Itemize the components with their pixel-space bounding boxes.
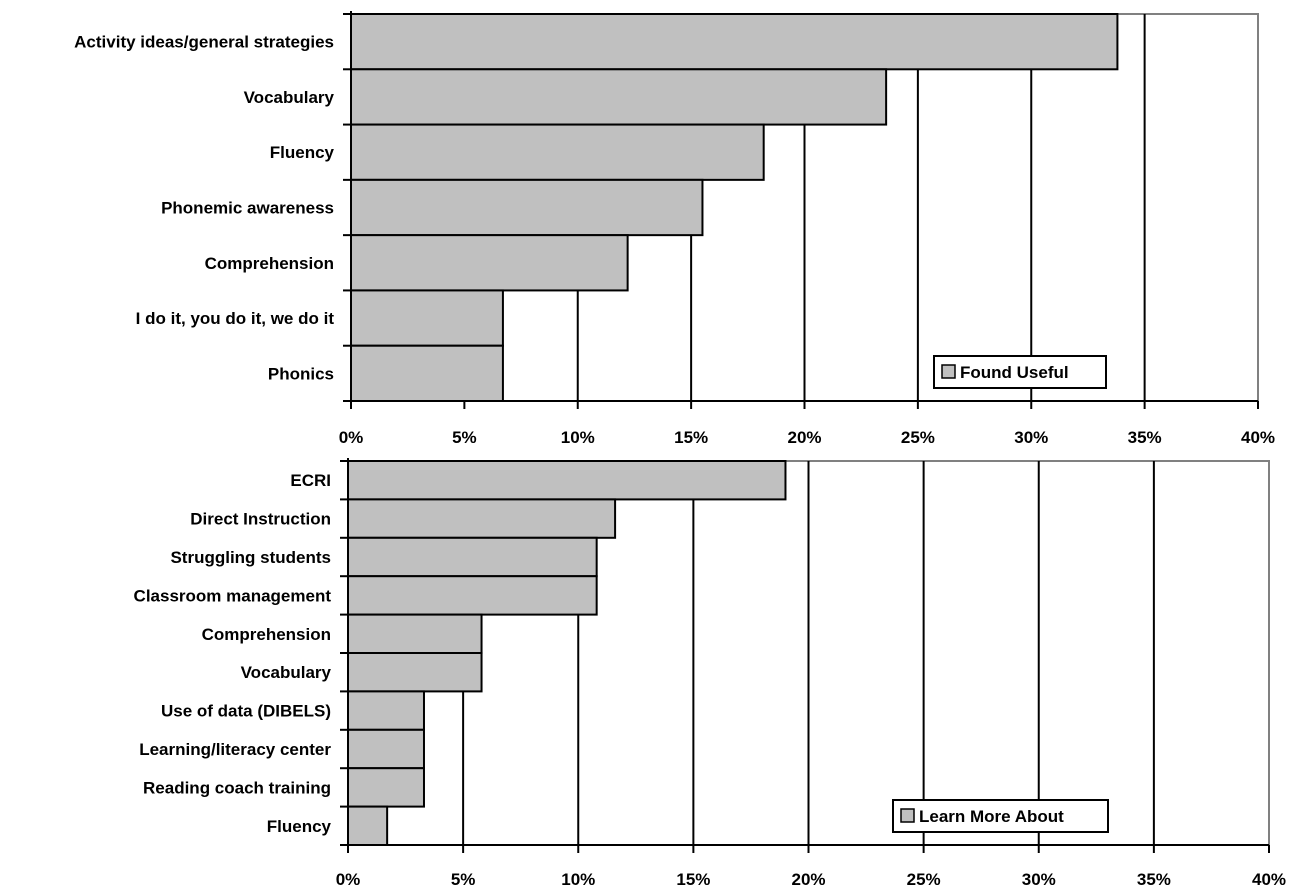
category-label-activity-ideas-general-strategies: Activity ideas/general strategies (74, 33, 334, 52)
x-tick-label: 25% (907, 870, 941, 888)
x-tick-label: 20% (791, 870, 825, 888)
category-label-comprehension: Comprehension (205, 254, 334, 273)
legend-swatch (941, 364, 956, 379)
category-label-phonics: Phonics (268, 364, 334, 383)
bar-learning-literacy-center (347, 728, 425, 770)
category-label-direct-instruction: Direct Instruction (190, 510, 331, 529)
legend-box (892, 799, 1109, 833)
bar-fluency (347, 805, 389, 846)
x-tick-label: 5% (452, 428, 477, 447)
x-tick-label: 35% (1137, 870, 1171, 888)
category-label-comprehension: Comprehension (202, 625, 331, 644)
x-tick-label: 40% (1241, 428, 1275, 447)
category-label-use-of-data-dibels: Use of data (DIBELS) (161, 702, 331, 721)
bar-direct-instruction (347, 498, 617, 539)
x-tick-label: 0% (336, 870, 361, 888)
bar-i-do-it-you-do-it-we-do-it (350, 289, 504, 347)
category-label-i-do-it-you-do-it-we-do-it: I do it, you do it, we do it (136, 309, 335, 328)
bar-use-of-data-dibels (347, 690, 425, 731)
bar-comprehension (350, 234, 629, 292)
x-tick-label: 10% (561, 870, 595, 888)
x-tick-label: 35% (1128, 428, 1162, 447)
category-label-fluency: Fluency (270, 143, 335, 162)
learn-more-about-chart: 0% 5% 10% 15% 20% 25% 30% 35% 40% ECRI Direct Inst… (134, 458, 1286, 888)
x-tick-label: 40% (1252, 870, 1286, 888)
found-useful-chart: 0% 5% 10% 15% 20% 25% 30% 35% 40% Activity ideas/… (74, 11, 1275, 447)
bar-vocabulary (350, 68, 888, 126)
x-tick-label: 5% (451, 870, 476, 888)
x-tick-label: 20% (787, 428, 821, 447)
x-tick-label: 25% (901, 428, 935, 447)
x-tick-label: 15% (676, 870, 710, 888)
x-tick-label: 30% (1022, 870, 1056, 888)
category-label-vocabulary: Vocabulary (241, 663, 332, 682)
legend-label: Found Useful (960, 363, 1069, 382)
category-label-struggling-students: Struggling students (170, 548, 331, 567)
bar-comprehension (347, 613, 483, 654)
legend-box (933, 355, 1107, 389)
legend: Found Useful (933, 355, 1107, 389)
category-label-vocabulary: Vocabulary (244, 88, 335, 107)
category-label-fluency: Fluency (267, 817, 332, 836)
category-label-learning-literacy-center: Learning/literacy center (139, 740, 331, 759)
bar-ecri (347, 460, 787, 501)
bar-classroom-management (347, 575, 598, 616)
bar-phonics (350, 344, 504, 403)
bar-reading-coach-training (347, 767, 425, 808)
legend-label: Learn More About (919, 807, 1064, 826)
x-tick-label: 30% (1014, 428, 1048, 447)
category-label-reading-coach-training: Reading coach training (143, 778, 331, 797)
bar-phonemic-awareness (350, 178, 704, 237)
bar-vocabulary (347, 652, 483, 693)
category-label-classroom-management: Classroom management (134, 586, 332, 605)
legend-swatch (900, 808, 915, 823)
x-tick-label: 10% (561, 428, 595, 447)
legend: Learn More About (892, 799, 1109, 833)
x-tick-label: 15% (674, 428, 708, 447)
bar-struggling-students (347, 536, 598, 578)
bar-fluency (350, 123, 765, 181)
bar-activity-ideas-general-strategies (350, 13, 1119, 71)
category-label-ecri: ECRI (290, 471, 331, 490)
x-tick-label: 0% (339, 428, 364, 447)
category-label-phonemic-awareness: Phonemic awareness (161, 199, 334, 218)
